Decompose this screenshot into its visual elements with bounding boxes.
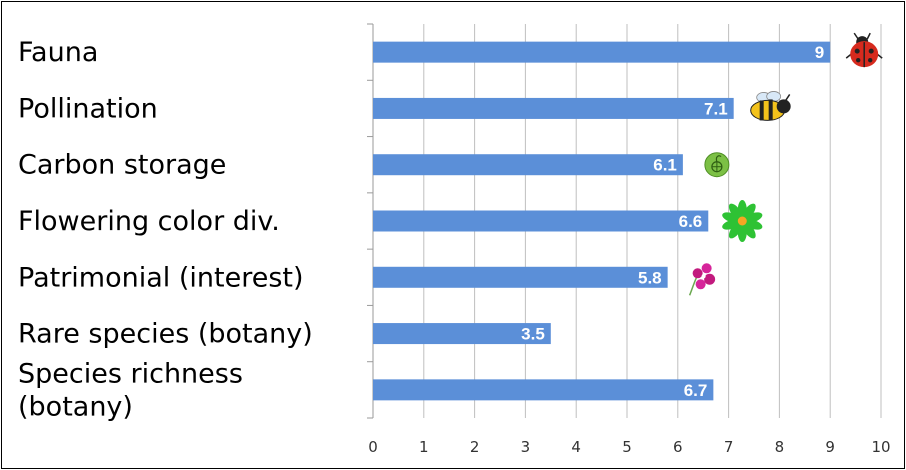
category-label: Pollination [18,93,158,124]
data-label: 9 [815,43,824,62]
x-tick-label: 1 [419,438,429,456]
x-tick-label: 9 [825,438,835,456]
x-tick-label: 2 [470,438,480,456]
bee-icon [750,91,791,121]
x-tick-label: 6 [673,438,683,456]
green-flower-icon [722,200,763,242]
data-label: 5.8 [638,268,662,287]
category-label: Flowering color div. [18,206,280,237]
bar [373,266,668,288]
data-label: 6.1 [653,156,677,175]
data-label: 7.1 [704,99,728,118]
bar [373,154,683,176]
data-label: 6.7 [684,381,708,400]
x-tick-label: 7 [724,438,734,456]
category-label: Patrimonial (interest) [18,262,304,293]
bar [373,323,551,345]
category-label: Rare species (botany) [18,319,313,350]
category-label: Species richness (botany) [18,358,243,422]
category-label: Carbon storage [18,150,226,181]
ladybug-icon [845,32,883,68]
bar [373,97,734,119]
x-tick-label: 5 [622,438,632,456]
bar [373,379,714,401]
orchid-icon [688,263,716,296]
x-tick-label: 10 [871,438,890,456]
x-tick-label: 0 [368,438,378,456]
x-tick-label: 4 [571,438,581,456]
globe-leaf-icon [704,152,730,178]
x-tick-label: 3 [521,438,531,456]
category-label: Fauna [18,37,98,68]
x-tick-label: 8 [775,438,785,456]
bar [373,210,709,232]
data-label: 6.6 [679,212,703,231]
data-label: 3.5 [521,325,545,344]
bar [373,41,831,63]
